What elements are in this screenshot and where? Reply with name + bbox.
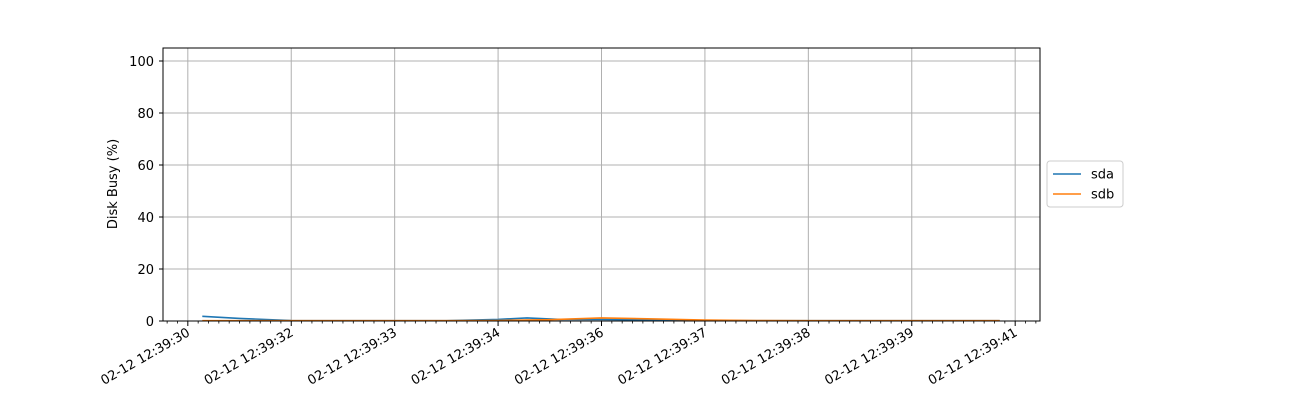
y-tick-label: 40 [137,211,154,226]
y-axis: 0 20 40 60 80 100 [129,55,163,330]
y-tick-label: 60 [137,159,154,174]
y-axis-label: Disk Busy (%) [106,139,121,229]
legend: sda sdb [1046,160,1124,208]
y-tick-label: 100 [129,55,154,70]
legend-box [1046,160,1124,208]
legend-label-sda: sda [1091,168,1114,183]
y-tick-label: 0 [146,315,154,330]
grid-lines [163,48,1040,322]
y-tick-label: 80 [137,107,154,122]
legend-label-sdb: sdb [1091,188,1114,203]
y-tick-label: 20 [137,263,154,278]
